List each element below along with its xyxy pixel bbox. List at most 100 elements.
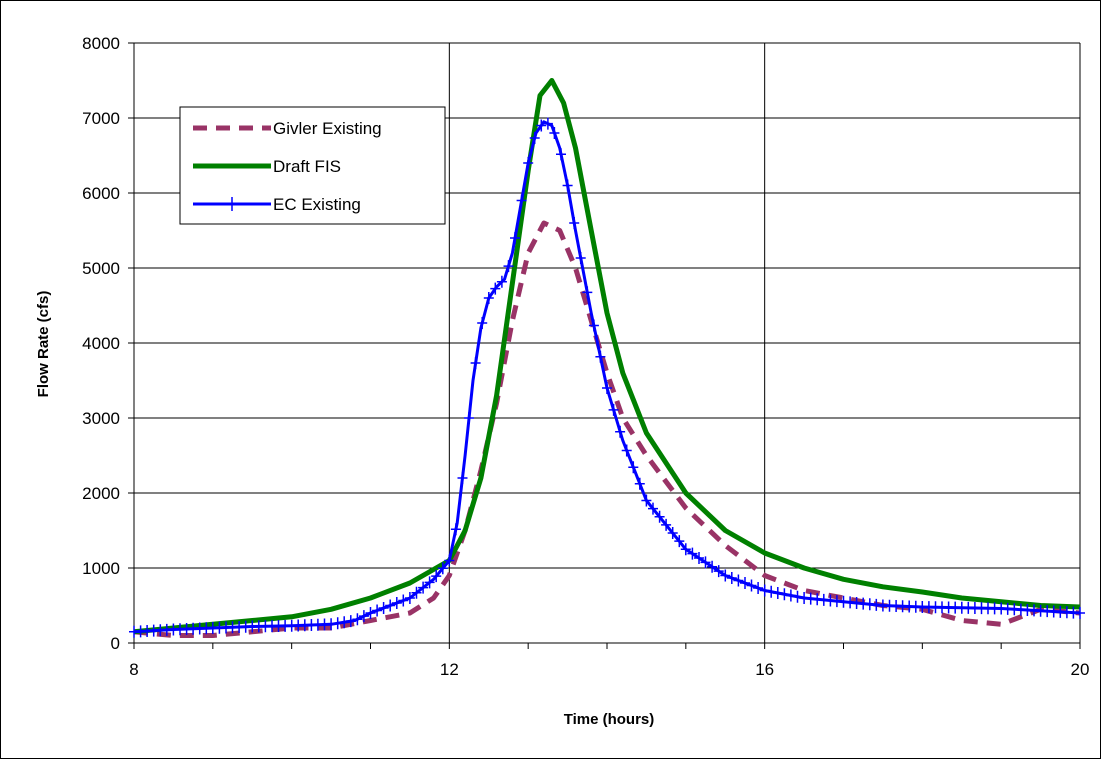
data-point-marker	[503, 260, 514, 273]
data-point-marker	[542, 117, 553, 130]
data-point-marker	[772, 587, 783, 599]
legend-label: Givler Existing	[273, 119, 382, 138]
y-tick-label: 2000	[82, 484, 120, 503]
y-tick-label: 7000	[82, 109, 120, 128]
data-point-marker	[404, 592, 415, 604]
data-point-marker	[536, 119, 547, 132]
data-point-marker	[759, 584, 770, 597]
data-point-marker	[549, 127, 560, 139]
data-point-marker	[687, 547, 698, 560]
x-axis-title: Time (hours)	[564, 711, 655, 728]
series-draft-fis	[133, 78, 1081, 635]
data-point-marker	[746, 579, 757, 592]
series-line	[133, 78, 1081, 635]
data-point-marker	[516, 194, 527, 207]
data-point-marker	[648, 502, 658, 515]
legend-label: EC Existing	[273, 195, 361, 214]
y-tick-label: 4000	[82, 334, 120, 353]
data-point-marker	[556, 148, 566, 161]
data-point-marker	[345, 615, 356, 628]
data-point-marker	[641, 494, 652, 507]
data-point-marker	[674, 535, 685, 548]
data-point-marker	[411, 586, 422, 599]
x-tick-labels: 8 12 16 20	[129, 660, 1089, 679]
data-point-marker	[680, 543, 691, 556]
data-point-marker	[713, 565, 724, 578]
data-point-marker	[398, 594, 409, 607]
legend-item: Draft FIS	[193, 157, 341, 176]
data-point-marker	[496, 275, 507, 288]
data-point-marker	[628, 461, 639, 474]
y-tick-label: 6000	[82, 184, 120, 203]
data-point-marker	[602, 382, 612, 394]
axes	[128, 42, 1081, 649]
x-tick-label: 12	[440, 660, 459, 679]
legend: Givler Existing Draft FIS EC Existing	[179, 106, 446, 225]
data-point-marker	[437, 562, 448, 575]
data-point-marker	[661, 518, 672, 531]
data-point-marker	[470, 357, 481, 369]
data-point-marker	[424, 576, 435, 589]
data-point-marker	[444, 554, 455, 567]
data-point-marker	[391, 597, 402, 609]
data-point-marker	[332, 617, 343, 630]
x-tick-label: 8	[129, 660, 138, 679]
y-tick-label: 5000	[82, 259, 120, 278]
data-point-marker	[694, 552, 704, 564]
data-point-marker	[562, 179, 573, 192]
legend-label: Draft FIS	[273, 157, 341, 176]
data-point-marker	[575, 252, 586, 264]
series-ec-existing	[129, 117, 1085, 638]
x-tick-label: 20	[1071, 660, 1090, 679]
y-axis-title: Flow Rate (cfs)	[35, 291, 52, 398]
data-point-marker	[431, 570, 442, 583]
legend-marker	[226, 197, 238, 211]
legend-item: EC Existing	[193, 195, 361, 214]
data-point-marker	[418, 581, 429, 594]
data-point-marker	[464, 412, 474, 424]
data-point-marker	[339, 616, 350, 629]
data-point-marker	[457, 472, 468, 484]
data-point-marker	[740, 577, 750, 589]
y-tick-label: 1000	[82, 559, 120, 578]
x-tick-label: 16	[755, 660, 774, 679]
data-point-marker	[483, 292, 494, 304]
data-point-marker	[792, 590, 803, 603]
data-point-marker	[450, 523, 461, 536]
data-point-marker	[372, 604, 383, 617]
data-point-marker	[352, 613, 363, 626]
series-givler-existing	[133, 220, 1081, 638]
data-point-marker	[700, 556, 711, 569]
data-point-marker	[365, 607, 376, 619]
data-point-marker	[766, 585, 777, 598]
data-point-marker	[385, 599, 396, 612]
data-point-marker	[667, 527, 678, 539]
data-point-marker	[654, 510, 665, 523]
data-point-marker	[733, 574, 744, 587]
data-point-marker	[720, 569, 731, 582]
legend-item: Givler Existing	[193, 119, 382, 138]
data-point-marker	[608, 403, 619, 416]
y-tick-label: 8000	[82, 34, 120, 53]
data-point-marker	[588, 319, 599, 332]
y-tick-label: 3000	[82, 409, 120, 428]
data-point-marker	[477, 317, 488, 329]
data-point-marker	[326, 618, 337, 631]
data-point-marker	[1075, 607, 1085, 619]
data-point-marker	[707, 560, 718, 573]
data-point-marker	[529, 132, 540, 144]
series-group	[129, 78, 1085, 638]
data-point-marker	[726, 572, 737, 584]
y-tick-label: 0	[111, 634, 120, 653]
data-point-marker	[569, 217, 580, 229]
series-line	[133, 220, 1081, 638]
y-tick-labels: 0 1000 2000 3000 4000 5000 6000 7000 8000	[82, 34, 120, 653]
data-point-marker	[378, 602, 389, 614]
data-point-marker	[595, 350, 606, 363]
data-point-marker	[779, 588, 790, 601]
data-point-marker	[510, 232, 520, 244]
data-point-marker	[582, 286, 593, 299]
data-point-marker	[785, 589, 796, 602]
data-point-marker	[358, 610, 369, 623]
